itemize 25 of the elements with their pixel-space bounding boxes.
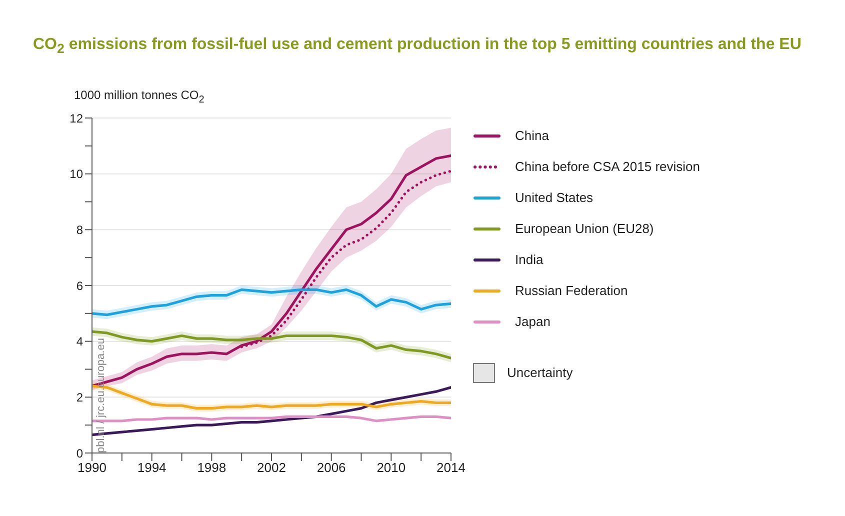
x-tick-label: 2002 [257,460,286,476]
legend-label: China [515,128,549,143]
y-tick-label: 10 [70,167,84,182]
y-tick-label: 12 [70,111,84,126]
x-tick-label: 1998 [197,460,226,476]
annotation: pbl.nl / jrc.eu.europa.eu [95,338,107,453]
x-tick-label: 2010 [376,460,406,476]
x-tick-label: 1990 [78,460,106,476]
legend-label: Russian Federation [515,283,628,298]
legend-label: European Union (EU28) [515,221,654,236]
x-tick-label: 1994 [137,460,166,476]
chart-title: CO$_{2}$ emissions from fossil-fuel use and cement production in the top 5 emitting countries and the EU [33,36,802,56]
y-tick-label: 6 [76,278,84,293]
y-tick-label: 2 [76,390,84,404]
legend-label: United States [515,190,594,205]
text: Uncertainty [507,365,573,380]
y-tick-label: 8 [76,222,84,237]
y-axis-title: 1000 million tonnes CO$_{2}$ [74,88,204,106]
x-tick-label: 2014 [436,460,466,476]
legend-label: China before CSA 2015 revision [515,159,700,174]
y-tick-label: 0 [76,446,84,460]
x-tick-label: 2006 [316,460,346,476]
legend-label: Japan [515,314,550,329]
legend-label: India [515,252,544,267]
y-tick-label: 4 [76,334,84,349]
